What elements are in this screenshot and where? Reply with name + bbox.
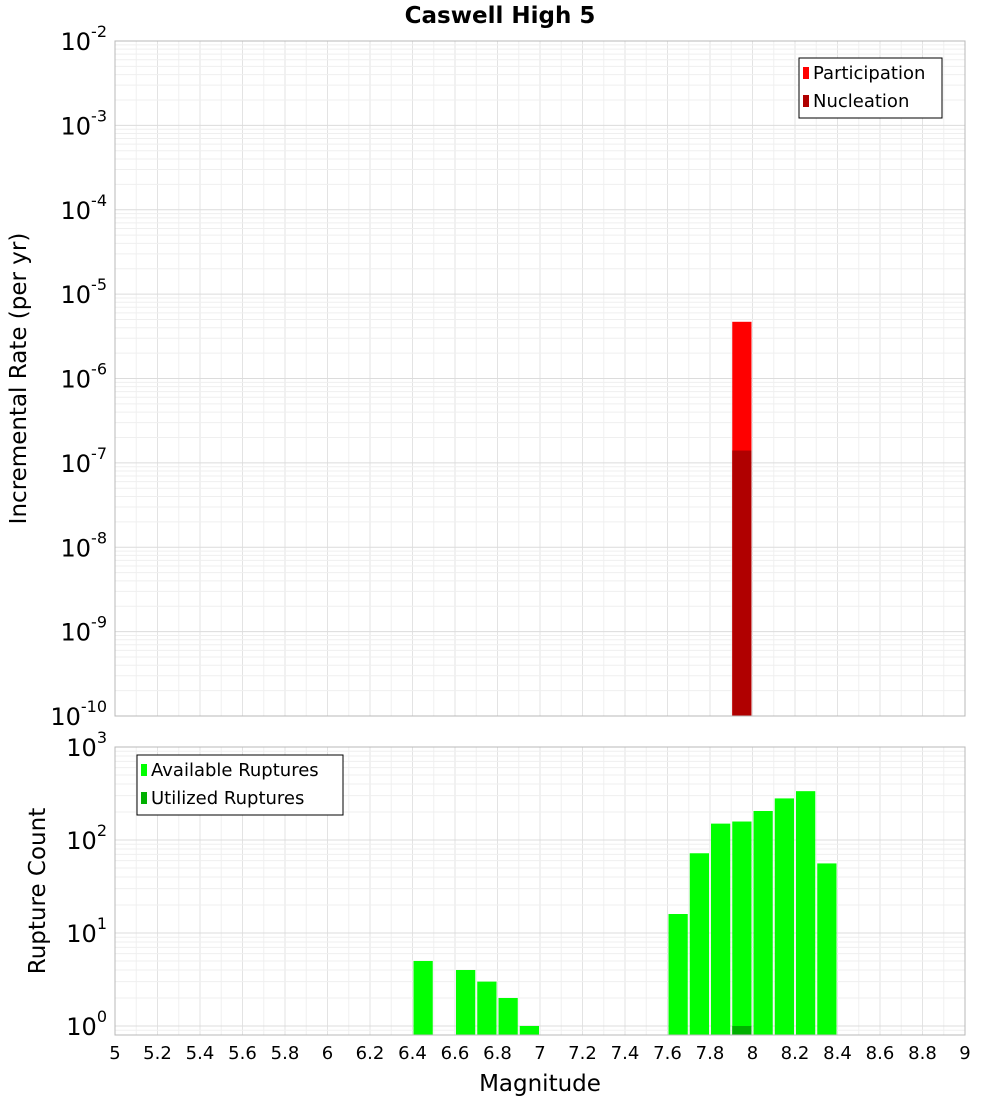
x-tick-label: 5.2 [143, 1043, 172, 1064]
y-tick-label: 10-8 [61, 528, 108, 562]
y-tick-label: 103 [66, 728, 107, 762]
panel-incremental-rate: 10-10 10-9 10-8 10-7 10-6 10-5 10-4 10-3 10-2 Inc… [6, 22, 966, 731]
y-tick-label: 10-9 [61, 613, 108, 647]
bar-available-ruptures [668, 914, 688, 1035]
y-tick-label: 10-7 [61, 444, 108, 478]
x-tick-label: 8.6 [866, 1043, 895, 1064]
y-tick-label: 101 [66, 914, 107, 948]
x-tick-label: 6 [322, 1043, 333, 1064]
y-tick-label: 10-10 [50, 697, 107, 731]
panel-rupture-count: 100 101 102 103 Rupture Count Available Ruptu… [25, 728, 966, 1041]
y-tick-label: 10-2 [61, 22, 108, 56]
x-tick-label: 5.8 [271, 1043, 300, 1064]
legend-box [798, 57, 943, 119]
legend-swatch [803, 95, 809, 107]
y-tick-label: 10-3 [61, 106, 108, 140]
bar-available-ruptures [711, 823, 731, 1035]
x-tick-label: 6.2 [356, 1043, 385, 1064]
legend: Available Ruptures Utilized Ruptures [136, 754, 344, 816]
x-tick-label: 8.2 [781, 1043, 810, 1064]
x-tick-label: 7.6 [653, 1043, 682, 1064]
legend-entry: Participation [813, 63, 925, 84]
y-tick-label: 10-4 [61, 191, 108, 225]
y-tick-label: 10-5 [61, 275, 108, 309]
bar-nucleation [732, 450, 752, 716]
bar-available-ruptures [498, 997, 518, 1035]
x-tick-label: 7.8 [696, 1043, 725, 1064]
legend-entry: Nucleation [813, 91, 909, 112]
legend: Participation Nucleation [798, 57, 943, 119]
x-tick-label: 7.2 [568, 1043, 597, 1064]
chart-title: Caswell High 5 [405, 3, 596, 29]
x-tick-label: 7.4 [611, 1043, 640, 1064]
bar-available-ruptures [732, 821, 752, 1035]
x-tick-label: 9 [959, 1043, 970, 1064]
legend-swatch [141, 792, 147, 804]
x-tick-label: 5 [109, 1043, 120, 1064]
bar-available-ruptures [456, 969, 476, 1035]
x-tick-label: 7 [534, 1043, 545, 1064]
x-tick-label: 5.6 [228, 1043, 257, 1064]
bar-available-ruptures [796, 791, 816, 1035]
plot-frame [114, 40, 966, 717]
bar-utilized-ruptures [732, 1025, 752, 1035]
x-tick-label: 8 [747, 1043, 758, 1064]
x-tick-label: 5.4 [186, 1043, 215, 1064]
bar-available-ruptures [817, 863, 837, 1035]
y-tick-label: 100 [66, 1007, 107, 1041]
legend-swatch [141, 764, 147, 776]
x-tick-label: 8.8 [908, 1043, 937, 1064]
x-tick-label: 6.4 [398, 1043, 427, 1064]
y-axis-label: Rupture Count [25, 808, 51, 974]
y-tick-label: 10-6 [61, 360, 108, 394]
bar-available-ruptures [774, 798, 794, 1035]
legend-box [136, 754, 344, 816]
legend-entry: Utilized Ruptures [151, 788, 304, 809]
y-tick-label: 102 [66, 821, 107, 855]
y-axis-label: Incremental Rate (per yr) [6, 233, 32, 525]
x-tick-label: 6.8 [483, 1043, 512, 1064]
bar-available-ruptures [753, 811, 773, 1035]
legend-swatch [803, 67, 809, 79]
x-axis-label: Magnitude [479, 1071, 601, 1097]
bar-available-ruptures [519, 1025, 539, 1035]
x-tick-label: 8.4 [823, 1043, 852, 1064]
bar-available-ruptures [477, 981, 497, 1035]
bar-available-ruptures [689, 853, 709, 1035]
bar-available-ruptures [413, 960, 433, 1035]
plot-frame [114, 746, 966, 1036]
x-tick-label: 6.6 [441, 1043, 470, 1064]
legend-entry: Available Ruptures [151, 760, 319, 781]
